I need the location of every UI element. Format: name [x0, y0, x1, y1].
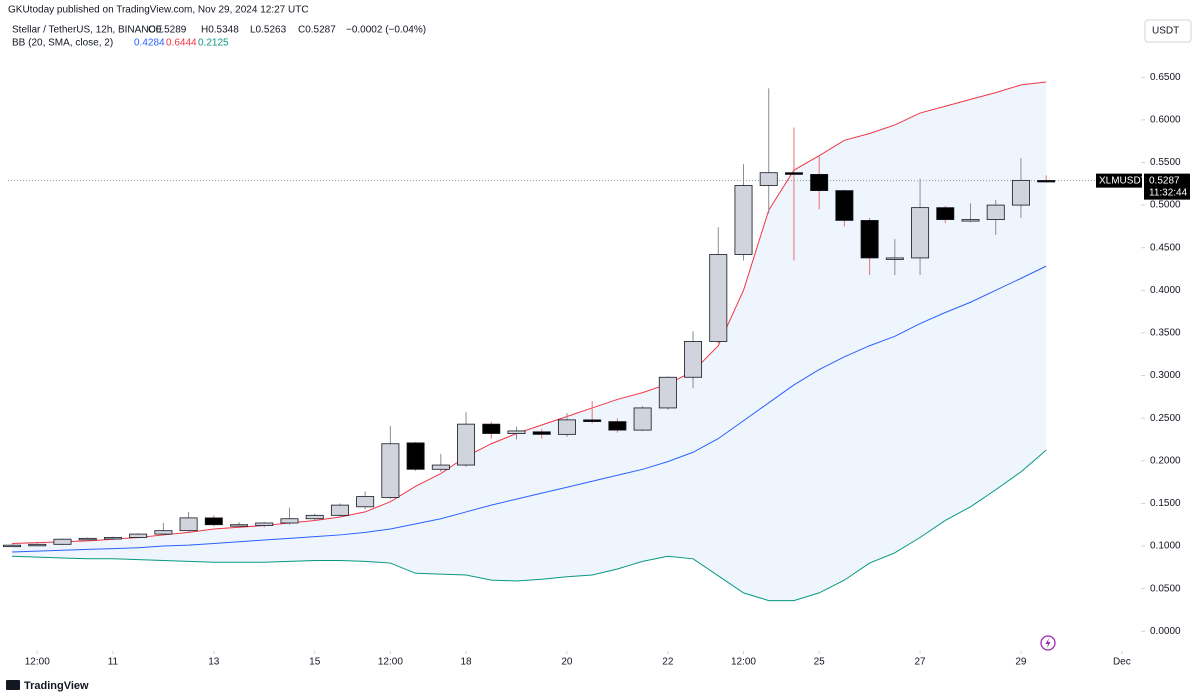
candle-body	[53, 538, 72, 545]
candle-body	[280, 518, 299, 524]
y-tick-label: 0.0500	[1150, 583, 1181, 594]
candle-body	[482, 423, 501, 434]
x-tick-label: 12:00	[378, 657, 403, 668]
y-tick-label: 0.0000	[1150, 626, 1181, 637]
x-tick-label: 12:00	[25, 657, 50, 668]
x-tick-label: 25	[814, 657, 826, 668]
candle-body	[129, 533, 148, 538]
price-box	[1144, 173, 1190, 200]
candle-body	[784, 172, 803, 175]
y-tick-label: 0.4000	[1150, 285, 1181, 296]
candle-body	[885, 257, 904, 260]
ohlc-change: −0.0002 (−0.04%)	[346, 25, 426, 36]
candle-body	[78, 537, 97, 541]
symbol-line: Stellar / TetherUS, 12h, BINANCE	[12, 25, 163, 36]
brand: TradingView	[24, 680, 89, 692]
y-tick-label: 0.4500	[1150, 242, 1181, 253]
candle-body	[633, 407, 652, 431]
indicator-label: BB (20, SMA, close, 2)	[12, 38, 113, 49]
candle-body	[860, 220, 879, 259]
candle-body	[608, 421, 627, 431]
candle-body	[103, 537, 122, 540]
band-line	[12, 81, 1047, 544]
band-line	[12, 449, 1047, 602]
candle-body	[431, 464, 450, 470]
currency-box[interactable]	[1144, 19, 1192, 43]
candle-body	[230, 524, 249, 527]
candle-body	[658, 376, 677, 409]
candle-body	[3, 544, 22, 548]
candle-body	[154, 530, 173, 535]
y-tick-label: 0.3500	[1150, 328, 1181, 339]
x-tick-label: 22	[662, 657, 674, 668]
candle-body	[557, 419, 576, 435]
candle-body	[179, 517, 198, 532]
y-tick-label: 0.1000	[1150, 541, 1181, 552]
currency[interactable]: USDT	[1152, 26, 1179, 37]
candle-body	[835, 190, 854, 221]
ohlc-open: O0.5289	[148, 25, 187, 36]
brand-logo	[6, 680, 20, 690]
y-tick-label: 0.2500	[1150, 413, 1181, 424]
y-tick-label: 0.2000	[1150, 455, 1181, 466]
ohlc-high: H0.5348	[201, 25, 239, 36]
candle-body	[204, 517, 223, 526]
candle-body	[457, 423, 476, 466]
indicator-basis: 0.4284	[134, 38, 165, 49]
candle-body	[583, 419, 602, 422]
x-tick-label: Dec	[1113, 657, 1131, 668]
candle-body	[684, 341, 703, 378]
candle-body	[759, 172, 778, 186]
candle-body	[406, 442, 425, 470]
candle-body	[911, 207, 930, 259]
x-tick-label: 11	[108, 657, 119, 668]
y-tick-label: 0.6000	[1150, 114, 1181, 125]
indicator-upper: 0.6444	[166, 38, 197, 49]
x-tick-label: 13	[208, 657, 220, 668]
candle-body	[709, 254, 728, 342]
x-tick-label: 18	[460, 657, 472, 668]
candle-body	[936, 207, 955, 220]
countdown: 11:32:44	[1149, 187, 1188, 198]
candle-body	[507, 430, 526, 434]
candle-body	[810, 174, 829, 191]
attribution: GKUtoday published on TradingView.com, N…	[8, 5, 309, 16]
event-bolt	[1045, 638, 1051, 648]
y-tick-label: 0.5000	[1150, 200, 1181, 211]
y-tick-label: 0.5500	[1150, 157, 1181, 168]
ohlc-close: C0.5287	[298, 25, 336, 36]
ohlc-low: L0.5263	[250, 25, 287, 36]
candle-body	[734, 185, 753, 255]
ticker-label: XLMUSDT	[1099, 175, 1147, 186]
indicator-lower: 0.2125	[198, 38, 229, 49]
candle-body	[1011, 179, 1030, 206]
price-label: 0.5287	[1149, 175, 1180, 186]
candle-body	[330, 504, 349, 516]
candle-body	[381, 443, 400, 498]
band-line	[12, 265, 1047, 553]
x-tick-label: 20	[561, 657, 573, 668]
candle-body	[305, 514, 324, 520]
plot-area	[3, 81, 1140, 602]
x-tick-label: 29	[1015, 657, 1027, 668]
band-fill	[12, 82, 1047, 601]
candle-body	[1037, 180, 1056, 183]
ticker-box	[1096, 173, 1142, 188]
candle-body	[986, 204, 1005, 220]
candle-body	[356, 496, 375, 508]
y-tick-label: 0.3000	[1150, 370, 1181, 381]
x-tick-label: 15	[309, 657, 321, 668]
candle-body	[532, 431, 551, 435]
x-tick-label: 27	[914, 657, 926, 668]
y-tick-label: 0.1500	[1150, 498, 1181, 509]
candle-body	[255, 522, 274, 526]
event-icon[interactable]	[1040, 635, 1056, 651]
candle-body	[961, 219, 980, 222]
x-tick-label: 12:00	[731, 657, 756, 668]
candle-body	[28, 543, 47, 547]
y-tick-label: 0.6500	[1150, 72, 1181, 83]
